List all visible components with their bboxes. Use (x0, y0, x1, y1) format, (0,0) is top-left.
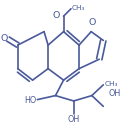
Text: O: O (1, 34, 8, 43)
Text: OH: OH (68, 115, 80, 124)
Text: OH: OH (109, 89, 121, 98)
Text: HO: HO (24, 96, 36, 105)
Text: CH₃: CH₃ (104, 81, 118, 87)
Text: O: O (53, 11, 60, 20)
Text: CH₃: CH₃ (72, 5, 86, 11)
Text: O: O (88, 18, 96, 26)
